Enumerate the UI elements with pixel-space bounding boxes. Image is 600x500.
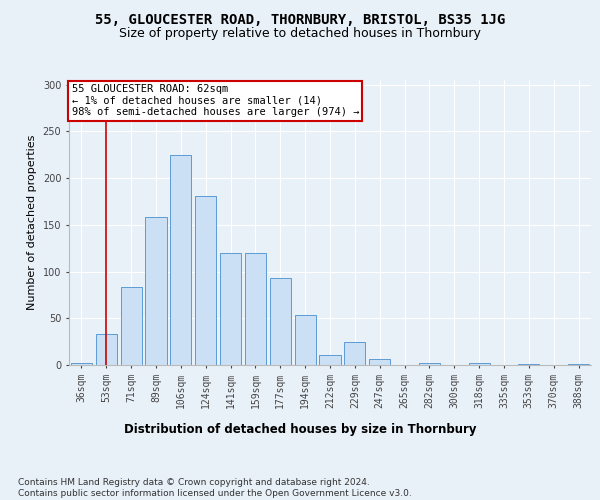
Bar [245, 253, 266, 365]
Bar [419, 363, 440, 365]
Bar [568, 364, 589, 365]
Bar [469, 363, 490, 365]
Y-axis label: Number of detached properties: Number of detached properties [27, 135, 37, 310]
Bar [319, 354, 341, 365]
Bar [170, 155, 191, 365]
Text: Distribution of detached houses by size in Thornbury: Distribution of detached houses by size … [124, 422, 476, 436]
Text: 55, GLOUCESTER ROAD, THORNBURY, BRISTOL, BS35 1JG: 55, GLOUCESTER ROAD, THORNBURY, BRISTOL,… [95, 12, 505, 26]
Text: Size of property relative to detached houses in Thornbury: Size of property relative to detached ho… [119, 28, 481, 40]
Bar [71, 363, 92, 365]
Bar [369, 360, 390, 365]
Bar [145, 218, 167, 365]
Bar [121, 288, 142, 365]
Bar [96, 334, 117, 365]
Bar [220, 253, 241, 365]
Text: Contains HM Land Registry data © Crown copyright and database right 2024.
Contai: Contains HM Land Registry data © Crown c… [18, 478, 412, 498]
Bar [195, 196, 216, 365]
Text: 55 GLOUCESTER ROAD: 62sqm
← 1% of detached houses are smaller (14)
98% of semi-d: 55 GLOUCESTER ROAD: 62sqm ← 1% of detach… [71, 84, 359, 117]
Bar [295, 316, 316, 365]
Bar [344, 342, 365, 365]
Bar [270, 278, 291, 365]
Bar [518, 364, 539, 365]
